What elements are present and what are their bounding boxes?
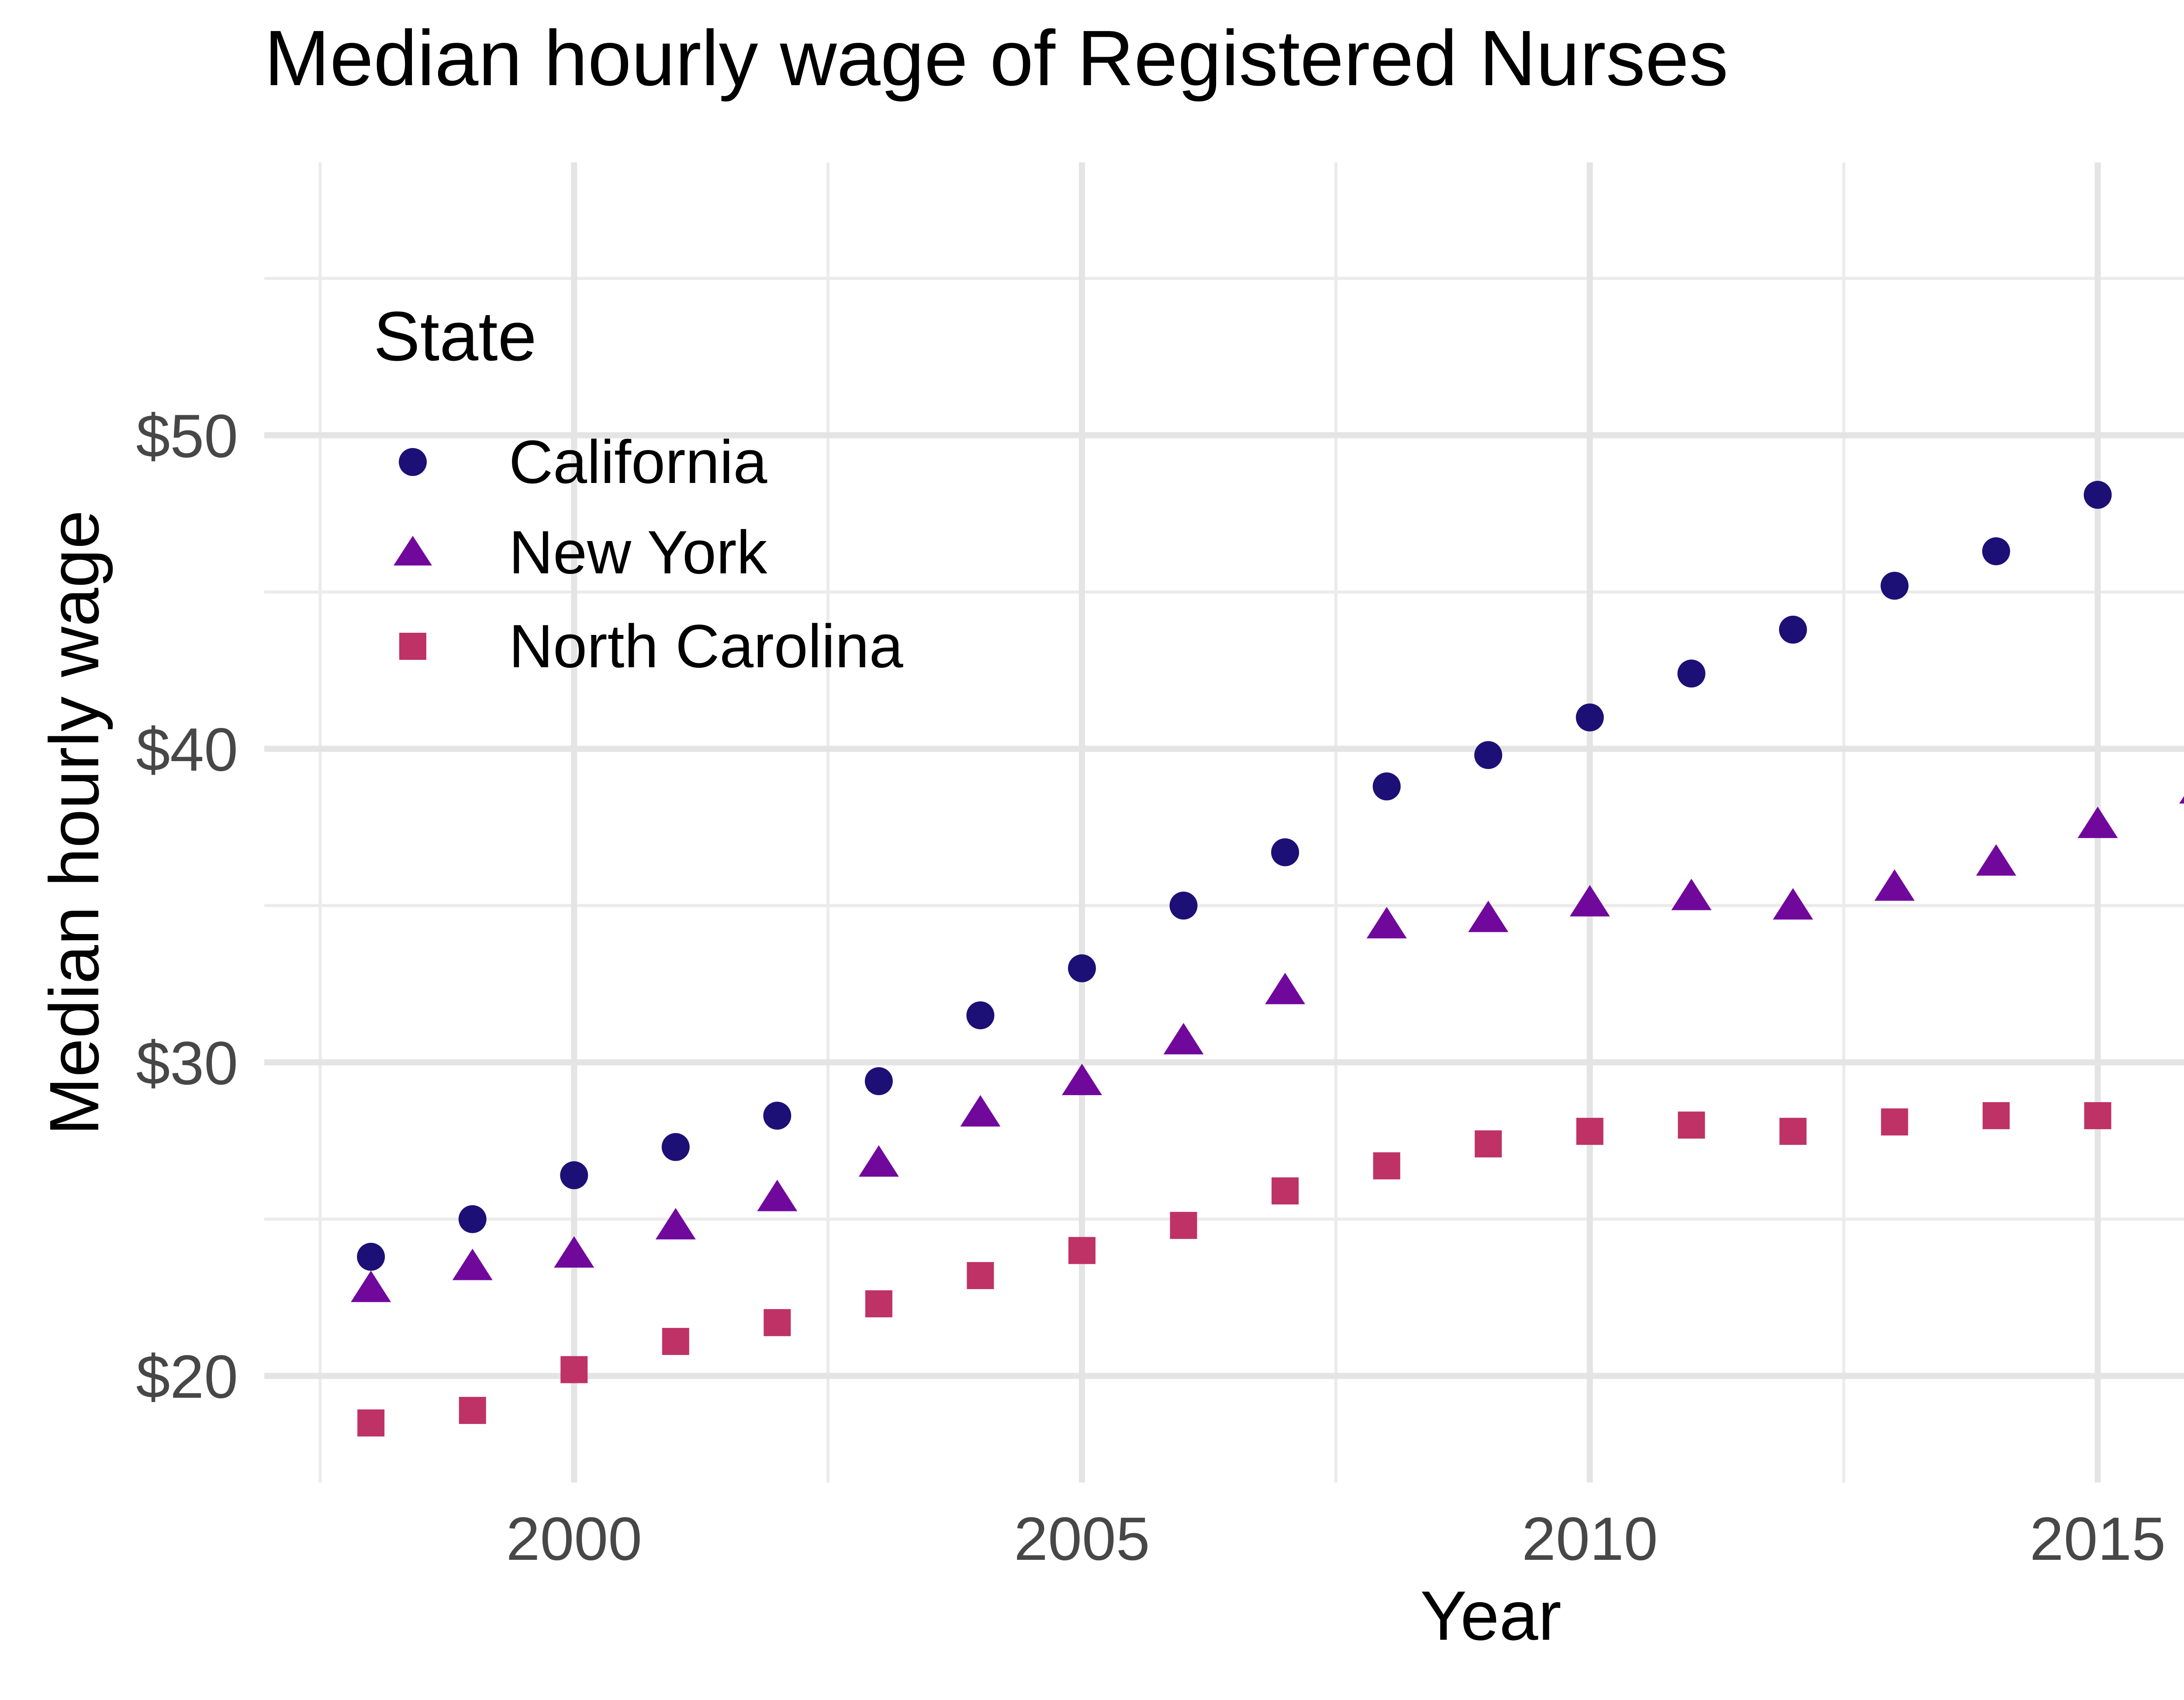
data-point <box>1874 869 1915 901</box>
data-point <box>1169 891 1198 920</box>
data-point <box>1976 844 2016 876</box>
data-point <box>1373 1152 1400 1179</box>
legend-label-california: California <box>509 428 767 496</box>
y-tick-label: $20 <box>136 1342 238 1411</box>
data-point <box>960 1095 1001 1127</box>
legend-title: State <box>373 297 537 375</box>
data-point <box>662 1328 689 1355</box>
legend-item-north-carolina: North Carolina <box>373 612 903 680</box>
data-point <box>1475 1130 1502 1158</box>
data-point <box>865 1290 892 1317</box>
x-axis-title: Year <box>1420 1576 1561 1655</box>
gridlines-minor <box>264 162 2184 1483</box>
data-point <box>351 1270 391 1302</box>
data-point <box>1170 1212 1197 1239</box>
data-point <box>1271 838 1299 866</box>
data-point <box>1468 900 1509 932</box>
data-point <box>2179 796 2184 804</box>
data-point <box>1779 1117 1807 1145</box>
data-point <box>757 1179 798 1211</box>
data-point <box>1569 885 1610 917</box>
data-point <box>1163 1023 1204 1055</box>
legend-label-new-york: New York <box>509 518 767 586</box>
triangle-marker-icon <box>394 536 432 566</box>
data-point <box>763 1101 791 1130</box>
data-point <box>1678 1111 1705 1139</box>
data-point <box>2084 481 2112 509</box>
x-tick-label: 2005 <box>1014 1504 1150 1573</box>
data-point <box>1982 1102 2010 1129</box>
data-point <box>1779 615 1807 644</box>
data-point <box>458 1205 487 1233</box>
data-point <box>1474 741 1503 769</box>
x-tick-label: 2015 <box>2030 1504 2166 1573</box>
legend-item-new-york: New York <box>373 518 767 586</box>
data-point <box>1272 1177 1299 1205</box>
square-marker-icon <box>399 633 426 660</box>
data-point <box>1671 879 1712 910</box>
data-point <box>1677 659 1706 688</box>
gridlines-major <box>264 162 2184 1483</box>
data-point <box>459 1397 486 1424</box>
y-tick-label: $40 <box>136 715 238 784</box>
data-point <box>1880 572 1909 600</box>
data-point <box>1068 954 1096 983</box>
legend: State California New York North Carolina <box>373 294 1116 680</box>
data-point <box>1265 972 1306 1004</box>
y-axis-title: Median hourly wage <box>35 510 113 1135</box>
data-point <box>1576 1117 1603 1145</box>
data-point <box>858 1145 899 1177</box>
circle-marker-icon <box>399 448 427 476</box>
data-point <box>1062 1063 1102 1095</box>
data-point <box>1068 1237 1095 1264</box>
data-point <box>2084 1102 2111 1129</box>
y-tick-label: $50 <box>136 402 238 470</box>
legend-item-california: California <box>373 428 767 496</box>
data-point <box>357 1409 385 1437</box>
data-point <box>1576 703 1604 731</box>
x-tick-label: 2010 <box>1522 1504 1658 1573</box>
data-point <box>764 1309 791 1336</box>
data-point <box>357 1243 385 1271</box>
data-point <box>1372 772 1401 800</box>
data-point <box>560 1161 588 1190</box>
data-point <box>1982 537 2010 566</box>
data-point <box>966 1001 995 1030</box>
data-points <box>351 481 2184 1437</box>
data-point <box>1773 888 1813 920</box>
data-point <box>864 1067 893 1095</box>
data-point <box>560 1356 588 1383</box>
axis-tick-labels: $20$30$40$5020002005201020152020 <box>136 402 2166 1573</box>
data-point <box>967 1262 994 1290</box>
data-point <box>452 1248 493 1280</box>
x-tick-label: 2000 <box>506 1504 642 1573</box>
data-point <box>655 1208 696 1240</box>
y-tick-label: $30 <box>136 1029 238 1097</box>
data-point <box>1881 1108 1908 1136</box>
legend-label-north-carolina: North Carolina <box>509 612 903 680</box>
chart-title: Median hourly wage of Registered Nurses <box>264 14 1728 102</box>
data-point <box>554 1236 594 1268</box>
data-point <box>661 1133 690 1161</box>
data-point <box>1366 907 1407 938</box>
data-point <box>2077 807 2118 838</box>
